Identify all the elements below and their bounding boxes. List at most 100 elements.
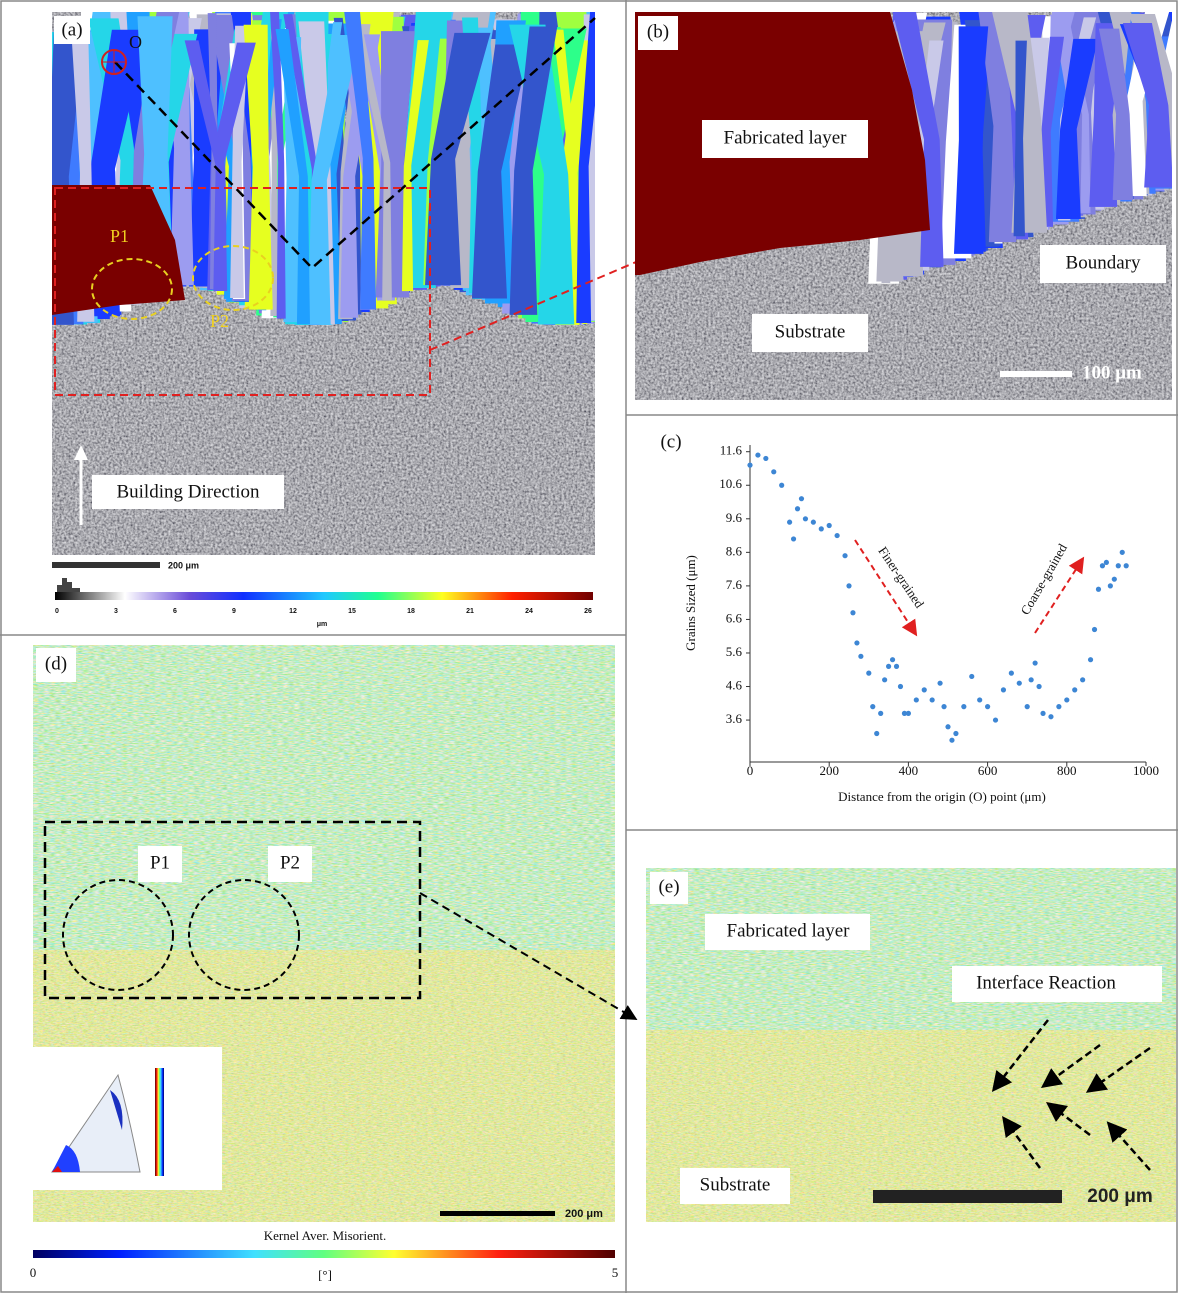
color-key-ticks: 0369121518212426 bbox=[55, 608, 592, 615]
reaction-label: Interface Reaction bbox=[976, 972, 1116, 993]
scale-bar bbox=[1000, 371, 1072, 377]
data-point bbox=[874, 731, 879, 736]
color-key-max: 5 bbox=[612, 1265, 619, 1280]
panel-label: (d) bbox=[45, 653, 67, 674]
y-tick-label: 6.6 bbox=[726, 610, 743, 625]
data-point bbox=[799, 496, 804, 501]
data-point bbox=[1120, 550, 1125, 555]
data-point bbox=[1033, 660, 1038, 665]
data-point bbox=[850, 610, 855, 615]
layer-label: Fabricated layer bbox=[724, 127, 848, 148]
data-point bbox=[1029, 677, 1034, 682]
y-axis-label: Grains Sized (μm) bbox=[683, 555, 698, 651]
data-point bbox=[937, 681, 942, 686]
y-tick-label: 8.6 bbox=[726, 543, 743, 558]
data-point bbox=[941, 704, 946, 709]
data-point bbox=[1001, 687, 1006, 692]
panel-e: (e) Fabricated layer Interface Reaction … bbox=[646, 868, 1176, 1222]
y-tick-label: 5.6 bbox=[726, 644, 743, 659]
color-key-min: 0 bbox=[30, 1265, 37, 1280]
y-tick-label: 4.6 bbox=[726, 678, 743, 693]
data-point bbox=[961, 704, 966, 709]
substrate-label: Substrate bbox=[700, 1174, 771, 1195]
data-point bbox=[1036, 684, 1041, 689]
x-tick-label: 800 bbox=[1057, 763, 1077, 778]
data-point bbox=[953, 731, 958, 736]
region-label: P2 bbox=[280, 852, 300, 873]
data-point bbox=[1104, 560, 1109, 565]
data-point bbox=[898, 684, 903, 689]
color-key-tick: 9 bbox=[232, 608, 236, 615]
panel-label: (a) bbox=[61, 19, 82, 40]
data-point bbox=[969, 674, 974, 679]
data-point bbox=[763, 456, 768, 461]
region-label: P1 bbox=[110, 226, 129, 246]
data-point bbox=[854, 640, 859, 645]
panel-a bbox=[26, 5, 611, 555]
panel-b bbox=[635, 5, 1178, 400]
y-tick-label: 11.6 bbox=[720, 443, 743, 458]
color-key-tick: 24 bbox=[525, 608, 533, 615]
color-key-tick: 6 bbox=[173, 608, 177, 615]
data-point bbox=[827, 523, 832, 528]
data-point bbox=[1017, 681, 1022, 686]
scale-bar bbox=[440, 1211, 555, 1216]
color-key-tick: 0 bbox=[55, 608, 59, 615]
data-point bbox=[1048, 714, 1053, 719]
scale-bar bbox=[52, 562, 160, 568]
inset-key bbox=[155, 1068, 164, 1176]
scale-label: 100 μm bbox=[1082, 362, 1142, 383]
annotation: Finer-grained bbox=[875, 544, 927, 611]
scale-label: 200 μm bbox=[565, 1208, 603, 1220]
scale-bar bbox=[873, 1190, 1062, 1203]
annotation: Coarse-grained bbox=[1017, 541, 1070, 618]
region-label: P2 bbox=[210, 311, 229, 331]
data-point bbox=[791, 536, 796, 541]
color-key bbox=[33, 1250, 615, 1258]
data-point bbox=[835, 533, 840, 538]
data-point bbox=[1009, 671, 1014, 676]
data-point bbox=[747, 463, 752, 468]
data-point bbox=[755, 452, 760, 457]
x-tick-label: 1000 bbox=[1133, 763, 1159, 778]
scale-label: 200 μm bbox=[1087, 1186, 1153, 1207]
color-key-tick: 15 bbox=[348, 608, 356, 615]
data-point bbox=[1092, 627, 1097, 632]
data-point bbox=[795, 506, 800, 511]
y-tick-label: 7.6 bbox=[726, 577, 743, 592]
direction-label: Building Direction bbox=[116, 481, 260, 502]
data-point bbox=[977, 697, 982, 702]
data-point bbox=[1072, 687, 1077, 692]
color-key bbox=[55, 592, 593, 600]
data-point bbox=[771, 469, 776, 474]
color-key-tick: 26 bbox=[584, 608, 592, 615]
data-point bbox=[870, 704, 875, 709]
data-point bbox=[1108, 583, 1113, 588]
data-point bbox=[1088, 657, 1093, 662]
panel-label: (b) bbox=[647, 21, 669, 42]
data-point bbox=[985, 704, 990, 709]
figure: (a) O P1 P2 Building Direction 200 μm 03… bbox=[0, 0, 1178, 1293]
scale-label: 200 μm bbox=[168, 560, 199, 570]
color-key-title: Kernel Aver. Misorient. bbox=[264, 1228, 387, 1243]
panel-label: (e) bbox=[658, 876, 679, 897]
data-point bbox=[1116, 563, 1121, 568]
data-point bbox=[858, 654, 863, 659]
data-point bbox=[1064, 697, 1069, 702]
data-point bbox=[993, 717, 998, 722]
data-point bbox=[949, 738, 954, 743]
data-point bbox=[890, 657, 895, 662]
data-point bbox=[1124, 563, 1129, 568]
x-axis-label: Distance from the origin (O) point (μm) bbox=[838, 789, 1046, 804]
color-key-unit: μm bbox=[317, 621, 328, 628]
panel-label: (c) bbox=[660, 431, 681, 452]
data-point bbox=[1112, 577, 1117, 582]
layer-label: Fabricated layer bbox=[727, 920, 851, 941]
y-tick-label: 3.6 bbox=[726, 711, 743, 726]
boundary-label: Boundary bbox=[1066, 252, 1141, 273]
data-point bbox=[922, 687, 927, 692]
data-point bbox=[886, 664, 891, 669]
data-point bbox=[803, 516, 808, 521]
data-point bbox=[1100, 563, 1105, 568]
substrate-label: Substrate bbox=[775, 321, 846, 342]
